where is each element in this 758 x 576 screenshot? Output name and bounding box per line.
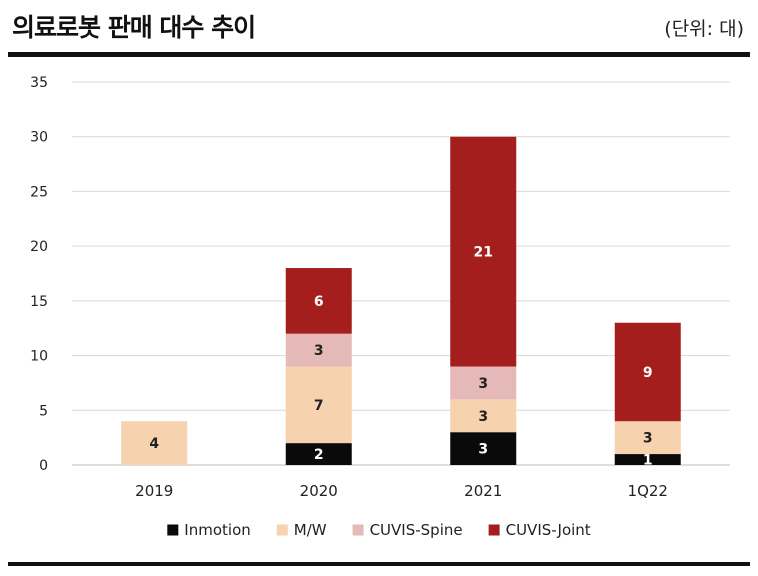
data-label: 4	[149, 436, 159, 452]
legend-swatch	[352, 524, 364, 536]
x-axis-ticks: 2019 2020 2021 1Q22	[135, 482, 668, 500]
y-tick-label: 35	[30, 75, 48, 91]
data-label: 7	[314, 398, 324, 414]
data-label: 6	[314, 294, 324, 310]
x-tick-label: 2021	[464, 482, 502, 500]
bar-segment-cuvis-spine	[285, 333, 352, 367]
data-label: 3	[478, 376, 488, 392]
y-tick-label: 25	[30, 184, 48, 200]
legend-swatch	[276, 524, 288, 536]
data-label: 2	[314, 447, 324, 463]
y-tick-label: 15	[30, 294, 48, 310]
x-tick-label: 2020	[300, 482, 338, 500]
bar-segment-m-w	[450, 399, 517, 433]
bar-segment-cuvis-joint	[285, 268, 352, 334]
legend-label: Inmotion	[184, 521, 250, 539]
y-tick-label: 10	[30, 349, 48, 365]
bottom-rule	[8, 562, 750, 566]
x-tick-label: 2019	[135, 482, 173, 500]
legend-label: M/W	[294, 521, 327, 539]
bar-segment-cuvis-joint	[614, 322, 681, 422]
bar-segment-m-w	[121, 421, 188, 465]
bar-segment-cuvis-spine	[450, 366, 517, 400]
bar-segment-cuvis-joint	[450, 136, 517, 367]
y-tick-label: 5	[39, 403, 48, 419]
legend-swatch	[167, 524, 179, 536]
y-axis-ticks: 0 5 10 15 20 25 30 35	[30, 75, 48, 474]
y-tick-label: 20	[30, 239, 48, 255]
legend-swatch	[488, 524, 500, 536]
chart-title: 의료로봇 판매 대수 추이	[12, 13, 256, 42]
data-label: 3	[478, 442, 488, 458]
y-tick-label: 30	[30, 130, 48, 146]
legend: Inmotion M/W CUVIS-Spine CUVIS-Joint	[167, 521, 591, 539]
bar-segment-inmotion	[450, 432, 517, 465]
y-tick-label: 0	[39, 458, 48, 474]
data-label: 9	[643, 365, 653, 381]
top-rule	[8, 52, 750, 57]
x-tick-label: 1Q22	[628, 482, 668, 500]
legend-label: CUVIS-Joint	[506, 521, 591, 539]
data-label: 21	[474, 245, 493, 261]
data-label: 3	[314, 343, 324, 359]
bar-segment-inmotion	[285, 443, 352, 465]
data-label: 1	[643, 453, 653, 469]
bar-segment-m-w	[285, 366, 352, 444]
unit-label: (단위: 대)	[664, 18, 744, 40]
data-label: 3	[643, 431, 653, 447]
data-label: 3	[478, 409, 488, 425]
bars: 4 2 7 3 6 3 3 3 21 1 3 9	[121, 136, 681, 469]
legend-label: CUVIS-Spine	[370, 521, 463, 539]
bar-segment-inmotion	[614, 454, 681, 465]
bar-segment-m-w	[614, 421, 681, 455]
